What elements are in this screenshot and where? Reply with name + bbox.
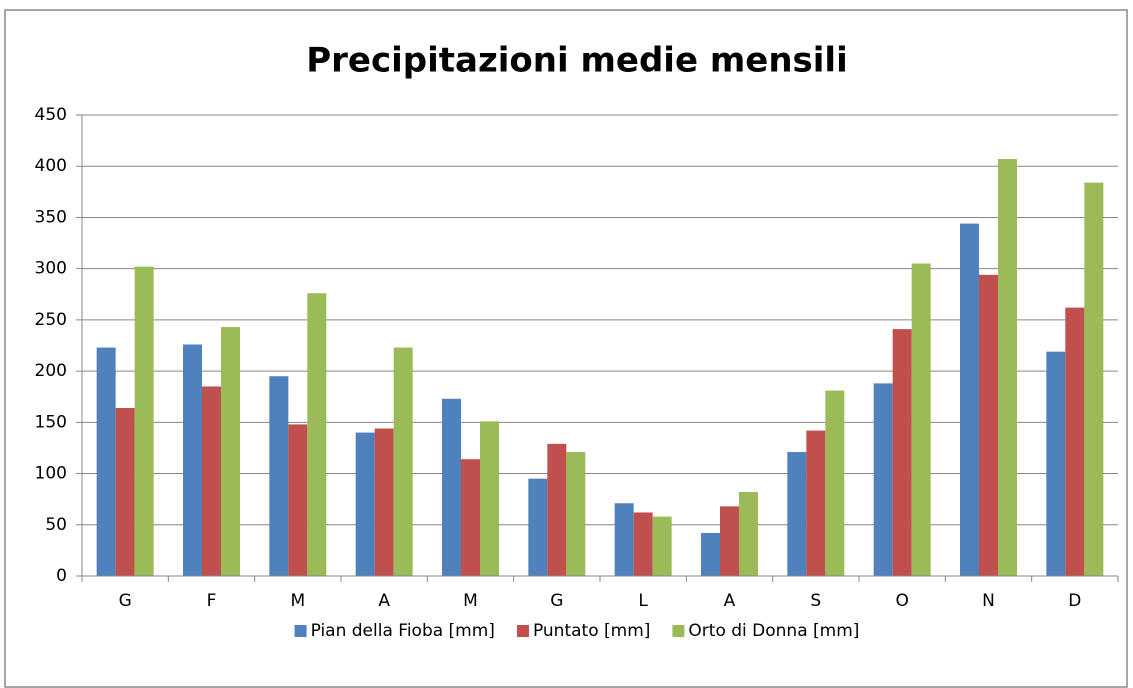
bar: [528, 478, 548, 576]
x-tick-label: M: [463, 591, 478, 611]
bar: [652, 516, 672, 576]
legend-label: Orto di Donna [mm]: [688, 621, 859, 641]
bar: [202, 386, 221, 576]
bar: [701, 532, 720, 576]
bar: [288, 424, 308, 576]
bar: [393, 347, 413, 576]
bar: [480, 421, 499, 576]
bar: [998, 159, 1017, 576]
legend-swatch: [516, 625, 529, 637]
x-tick-label: M: [290, 591, 305, 611]
bar: [355, 432, 375, 576]
x-tick-label: A: [378, 591, 390, 611]
bar: [566, 452, 586, 576]
x-tick-label: L: [638, 591, 648, 611]
bar: [720, 506, 739, 576]
y-tick-label: 400: [35, 156, 67, 176]
bar: [979, 274, 998, 576]
bar: [873, 383, 893, 576]
y-tick-label: 250: [35, 310, 67, 330]
bar: [96, 347, 116, 576]
x-tick-label: D: [1068, 591, 1081, 611]
bar: [374, 428, 394, 576]
y-tick-label: 0: [56, 566, 67, 586]
x-tick-label: N: [982, 591, 995, 611]
y-tick-label: 300: [35, 259, 67, 279]
bar: [960, 223, 979, 576]
bar: [787, 452, 807, 576]
x-tick-label: A: [724, 591, 736, 611]
x-tick-label: G: [119, 591, 132, 611]
chart-title: Precipitazioni medie mensili: [306, 41, 848, 81]
bar: [892, 329, 912, 576]
legend-swatch: [294, 625, 307, 637]
bar: [461, 459, 480, 576]
bar: [911, 263, 931, 576]
bar: [183, 344, 202, 576]
chart-frame: [4, 9, 1128, 688]
bar: [739, 491, 758, 576]
y-tick-label: 450: [35, 105, 67, 125]
bar: [825, 390, 845, 576]
x-tick-label: S: [810, 591, 821, 611]
bar: [614, 503, 634, 576]
bar: [269, 376, 289, 576]
bar: [806, 430, 826, 576]
y-tick-label: 150: [35, 412, 67, 432]
bar: [442, 398, 461, 576]
bar: [1084, 182, 1104, 576]
bar: [1065, 307, 1085, 576]
bar: [221, 327, 240, 576]
bar: [307, 293, 327, 576]
bar: [547, 443, 567, 576]
bar: [134, 266, 154, 576]
x-tick-label: F: [207, 591, 217, 611]
legend-label: Puntato [mm]: [533, 621, 650, 641]
y-tick-label: 50: [45, 515, 67, 535]
bar: [115, 407, 135, 576]
legend-label: Pian della Fioba [mm]: [311, 621, 495, 641]
legend-swatch: [672, 625, 685, 637]
x-tick-label: G: [550, 591, 563, 611]
y-tick-label: 100: [35, 464, 67, 484]
bar: [1046, 351, 1066, 576]
y-tick-label: 200: [35, 361, 67, 381]
x-tick-label: O: [895, 591, 908, 611]
bar: [633, 512, 653, 576]
y-tick-label: 350: [35, 207, 67, 227]
